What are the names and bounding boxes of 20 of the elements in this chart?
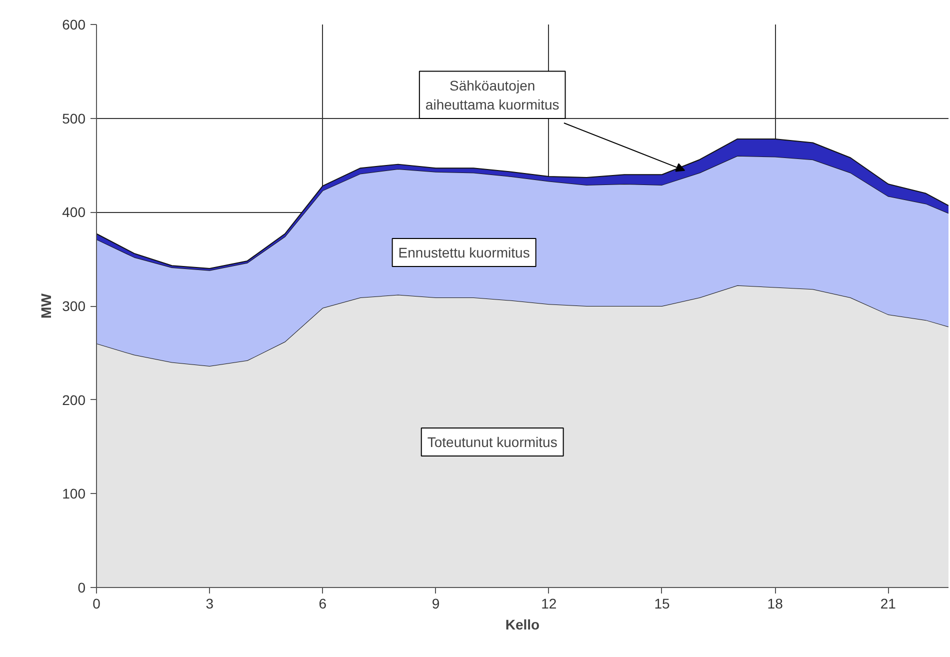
x-tick-label: 12: [541, 596, 557, 612]
x-tick-label: 0: [92, 596, 101, 612]
y-tick-label: 600: [62, 16, 86, 32]
y-tick-label: 0: [78, 580, 86, 596]
y-tick-label: 400: [62, 204, 86, 220]
x-tick-label: 9: [432, 596, 440, 612]
x-tick-label: 3: [206, 596, 214, 612]
y-tick-label: 300: [62, 298, 86, 314]
x-tick-label: 21: [880, 596, 896, 612]
x-tick-label: 15: [654, 596, 670, 612]
y-tick-label: 500: [62, 110, 86, 126]
x-axis-title: Kello: [505, 616, 540, 632]
x-tick-label: 18: [767, 596, 784, 612]
text: Sähköautojen aiheuttama kuormitus: [425, 77, 560, 112]
y-tick-label: 200: [62, 392, 86, 408]
y-axis-title: MW: [38, 292, 54, 318]
series-label: Ennustettu kuormitus: [398, 244, 530, 261]
y-tick-label: 100: [62, 486, 86, 502]
series-label: Toteutunut kuormitus: [427, 434, 558, 450]
x-tick-label: 6: [318, 596, 327, 612]
